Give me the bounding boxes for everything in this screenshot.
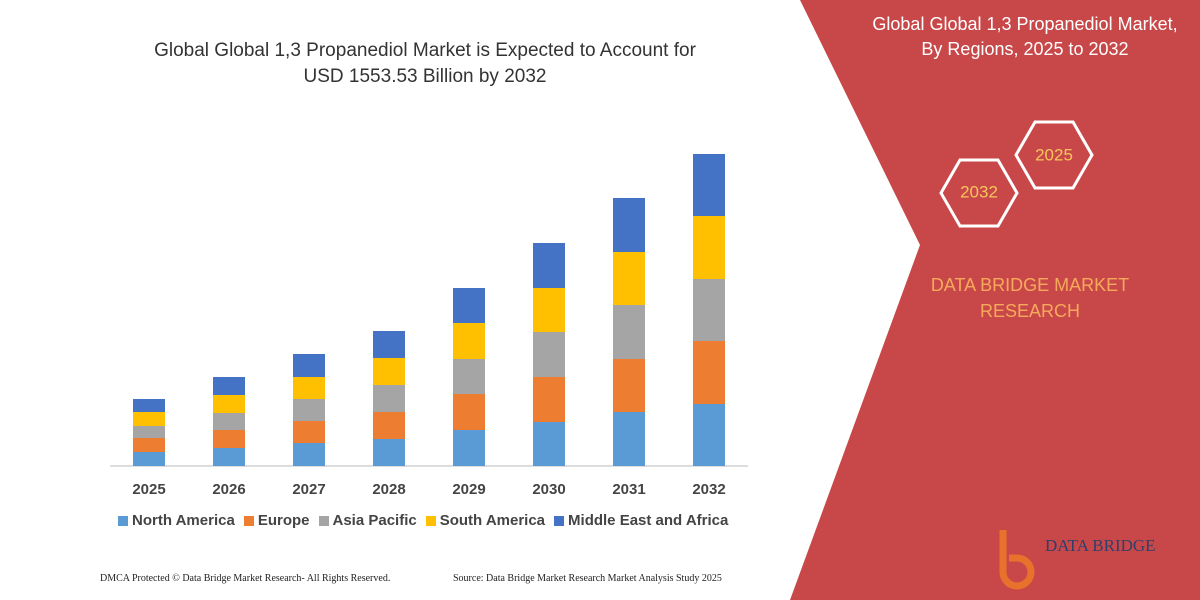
x-tick-label: 2030 bbox=[532, 481, 565, 498]
bar-segment bbox=[373, 439, 405, 466]
bar-segment bbox=[693, 404, 725, 466]
legend-label: Asia Pacific bbox=[332, 512, 417, 529]
bar-segment bbox=[453, 430, 485, 466]
footer-left: DMCA Protected © Data Bridge Market Rese… bbox=[100, 573, 391, 584]
footer-right: Source: Data Bridge Market Research Mark… bbox=[453, 573, 722, 584]
bar-segment bbox=[213, 395, 245, 413]
bar-segment bbox=[213, 377, 245, 395]
legend-item: North America bbox=[118, 512, 235, 529]
bar-segment bbox=[533, 288, 565, 332]
bar-segment bbox=[453, 288, 485, 323]
x-tick-label: 2025 bbox=[132, 481, 165, 498]
bar-segment bbox=[533, 243, 565, 288]
hexagon bbox=[1014, 120, 1094, 190]
legend-item: Europe bbox=[243, 512, 310, 529]
bar-segment bbox=[533, 422, 565, 466]
bar-segment bbox=[373, 412, 405, 439]
bar-segment bbox=[693, 154, 725, 216]
logo-text: DATA BRIDGE bbox=[1045, 536, 1156, 555]
x-tick-label: 2032 bbox=[692, 481, 725, 498]
bar-segment bbox=[533, 332, 565, 377]
legend-item: Middle East and Africa bbox=[554, 512, 728, 529]
hexagon-label: 2025 bbox=[1035, 145, 1073, 164]
bar-segment bbox=[693, 341, 725, 404]
bar-segment bbox=[133, 452, 165, 466]
hexagon bbox=[939, 158, 1019, 228]
x-tick-label: 2029 bbox=[452, 481, 485, 498]
x-tick-label: 2028 bbox=[372, 481, 405, 498]
hexagon-label: 2032 bbox=[960, 182, 998, 201]
bar-segment bbox=[373, 358, 405, 385]
bar-segment bbox=[213, 448, 245, 466]
legend-swatch bbox=[425, 515, 436, 526]
bar-segment bbox=[293, 354, 325, 377]
logo-icon bbox=[999, 530, 1035, 590]
bar-segment bbox=[453, 359, 485, 394]
legend-swatch bbox=[318, 515, 329, 526]
legend-swatch bbox=[118, 515, 128, 526]
bar-segment bbox=[613, 305, 645, 359]
bar-segment bbox=[293, 399, 325, 421]
bar-segment bbox=[693, 216, 725, 279]
bar-segment bbox=[213, 413, 245, 430]
bar-segment bbox=[293, 443, 325, 466]
bar-segment bbox=[133, 438, 165, 452]
legend-label: Europe bbox=[257, 512, 310, 529]
bar-segment bbox=[453, 323, 485, 359]
bar-segment bbox=[293, 377, 325, 399]
legend-label: South America bbox=[439, 512, 546, 529]
legend: North America Europe Asia Pacific South Ame… bbox=[118, 512, 728, 529]
bar-segment bbox=[613, 412, 645, 466]
bar-segment bbox=[293, 421, 325, 443]
legend-item: Asia Pacific bbox=[318, 512, 417, 529]
bar-segment bbox=[133, 426, 165, 438]
bar-segment bbox=[613, 198, 645, 252]
bar-segment bbox=[373, 385, 405, 412]
chart-title: Global Global 1,3 Propanediol Market is … bbox=[154, 40, 696, 87]
bar-segment bbox=[133, 412, 165, 426]
legend-label: North America bbox=[132, 512, 235, 529]
bar-segment bbox=[133, 399, 165, 412]
red-panel bbox=[790, 0, 1200, 600]
panel-title: Global Global 1,3 Propanediol Market, By… bbox=[872, 14, 1178, 59]
legend-label: Middle East and Africa bbox=[568, 512, 729, 529]
bar-segment bbox=[373, 331, 405, 358]
brand: DATA BRIDGE MARKET RESEARCH bbox=[930, 275, 1130, 321]
x-tick-label: 2031 bbox=[612, 481, 645, 498]
x-tick-label: 2027 bbox=[292, 481, 325, 498]
bar-segment bbox=[453, 394, 485, 430]
bar-segment bbox=[533, 377, 565, 422]
bar-segment bbox=[693, 279, 725, 341]
bar-segment bbox=[613, 252, 645, 305]
legend-item: South America bbox=[425, 512, 546, 529]
bar-segment bbox=[613, 359, 645, 412]
x-tick-label: 2026 bbox=[212, 481, 245, 498]
bar-segment bbox=[213, 430, 245, 448]
legend-swatch bbox=[554, 515, 565, 526]
legend-swatch bbox=[243, 515, 254, 526]
